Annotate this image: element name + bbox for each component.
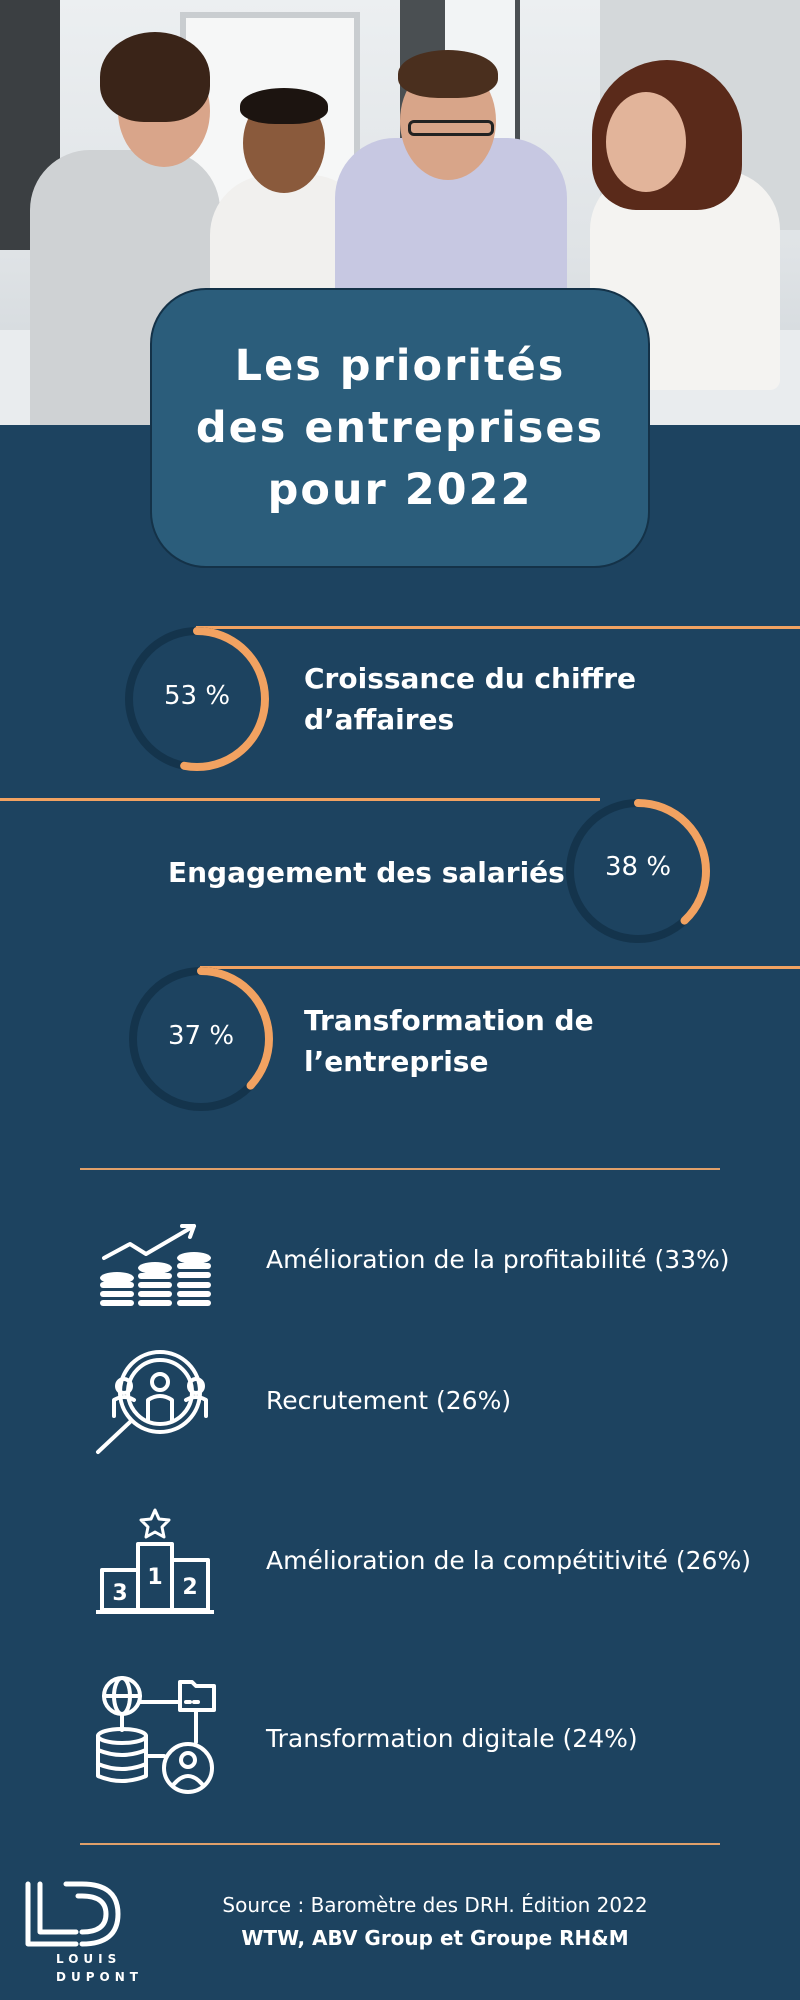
priority-label-line: d’affaires	[304, 703, 455, 736]
svg-text:1: 1	[147, 1565, 162, 1590]
logo-word: DUPONT	[56, 1970, 143, 1984]
percent-label: 53 %	[163, 681, 231, 711]
accent-line	[0, 798, 600, 801]
progress-ring	[129, 967, 273, 1111]
louis-dupont-logo	[25, 1881, 121, 1947]
logo-word: LOUIS	[56, 1952, 122, 1966]
progress-ring	[125, 627, 269, 771]
priority-label: Transformation de l’entreprise	[304, 1000, 594, 1082]
priority-label-line: Engagement des salariés	[168, 856, 565, 889]
title-line: pour 2022	[267, 465, 533, 515]
progress-ring	[566, 799, 710, 943]
percent-label: 38 %	[604, 852, 672, 882]
section-divider	[80, 1168, 720, 1170]
page-title: Les priorités des entreprises pour 2022	[180, 335, 620, 521]
coins-growth-icon	[100, 1224, 211, 1306]
priority-label-line: Transformation de	[304, 1004, 594, 1037]
title-line: Les priorités	[234, 341, 566, 391]
priority-label: Engagement des salariés	[168, 852, 565, 893]
percent-label: 37 %	[167, 1021, 235, 1051]
svg-text:2: 2	[182, 1575, 197, 1600]
priority-item-label: Amélioration de la compétitivité (26%)	[266, 1546, 751, 1575]
accent-line	[200, 966, 800, 969]
source-line: Source : Baromètre des DRH. Édition 2022	[222, 1893, 648, 1917]
digital-network-icon	[96, 1676, 216, 1794]
priority-label: Croissance du chiffre d’affaires	[304, 658, 636, 740]
section-divider	[80, 1843, 720, 1845]
title-card: Les priorités des entreprises pour 2022	[150, 288, 650, 568]
recruitment-magnifier-icon	[96, 1350, 208, 1454]
priority-item-label: Transformation digitale (24%)	[266, 1724, 638, 1753]
priority-label-line: Croissance du chiffre	[304, 662, 637, 695]
svg-text:3: 3	[112, 1581, 127, 1606]
hero-photo	[0, 0, 800, 425]
priority-item-label: Recrutement (26%)	[266, 1386, 512, 1415]
priority-item-label: Amélioration de la profitabilité (33%)	[266, 1245, 730, 1274]
source-credits: WTW, ABV Group et Groupe RH&M	[241, 1926, 629, 1950]
title-line: des entreprises	[195, 403, 605, 453]
podium-star-icon: 1 2 3	[96, 1508, 214, 1614]
accent-line	[196, 626, 800, 629]
priority-label-line: l’entreprise	[304, 1045, 489, 1078]
